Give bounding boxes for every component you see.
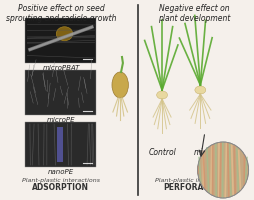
FancyBboxPatch shape bbox=[57, 127, 63, 162]
Ellipse shape bbox=[194, 86, 205, 94]
Text: ADSORPTION: ADSORPTION bbox=[32, 183, 89, 192]
Circle shape bbox=[197, 142, 248, 198]
Ellipse shape bbox=[156, 91, 167, 99]
Text: Plant-plastic interactions: Plant-plastic interactions bbox=[154, 178, 232, 183]
Text: microPBAT: microPBAT bbox=[193, 148, 233, 157]
Text: nanoPE: nanoPE bbox=[48, 169, 74, 175]
FancyBboxPatch shape bbox=[25, 122, 96, 167]
Text: PERFORATION: PERFORATION bbox=[163, 183, 224, 192]
Text: Control: Control bbox=[148, 148, 175, 157]
Text: Positive effect on seed
sprouting and radicle growth: Positive effect on seed sprouting and ra… bbox=[6, 4, 116, 23]
Text: microPE: microPE bbox=[46, 117, 75, 123]
Text: Negative effect on
plant development: Negative effect on plant development bbox=[157, 4, 229, 23]
FancyBboxPatch shape bbox=[25, 70, 96, 115]
Text: microPBAT: microPBAT bbox=[42, 65, 79, 71]
FancyBboxPatch shape bbox=[25, 18, 96, 63]
Ellipse shape bbox=[56, 27, 72, 41]
Ellipse shape bbox=[112, 72, 128, 98]
Text: Plant-plastic interactions: Plant-plastic interactions bbox=[22, 178, 100, 183]
